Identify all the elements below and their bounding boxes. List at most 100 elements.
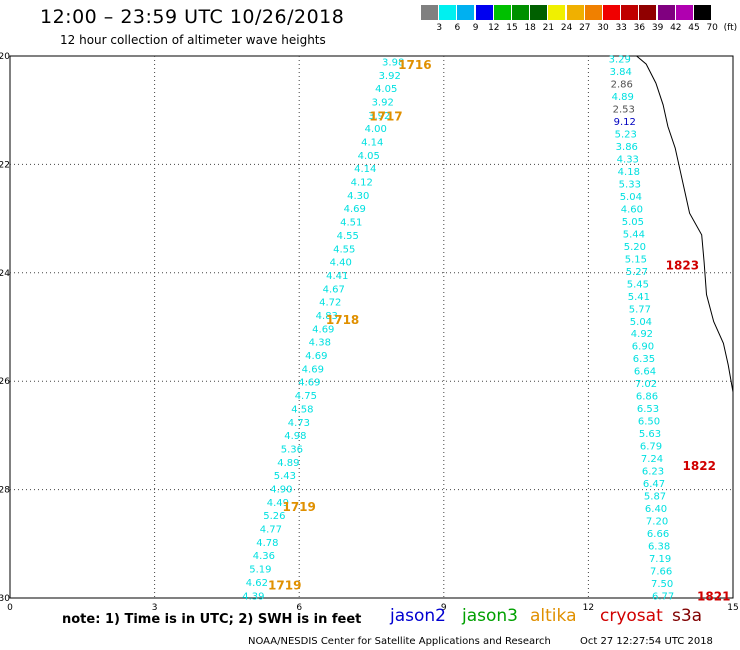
scale-swatch [457,5,476,20]
scale-label: 39 [651,23,664,33]
wave-height-value: 6.64 [634,367,656,378]
wave-height-value: 7.20 [646,516,668,527]
pass-time-label: 1719 [268,578,301,592]
scale-label: 45 [688,23,700,33]
timestamp-text: Oct 27 12:27:54 UTC 2018 [580,636,713,647]
scale-swatch [603,5,621,20]
wave-height-value: 4.41 [326,271,348,282]
scale-label: 36 [633,23,646,33]
scale-label: 24 [560,23,573,33]
wave-height-value: 4.40 [330,258,352,269]
wave-height-value: 2.86 [611,80,633,91]
scale-label: 27 [579,23,591,33]
wave-height-value: 4.38 [309,338,331,349]
wave-height-value: 4.83 [316,311,338,322]
pass-time-label: 1821 [697,589,730,603]
wave-height-value: 4.89 [277,458,299,469]
wave-height-value: 4.77 [260,525,282,536]
wave-height-value: 6.77 [652,591,674,602]
wave-height-value: 5.41 [628,292,650,303]
wave-height-value: 4.55 [333,244,355,255]
scale-swatch [475,5,494,20]
wave-height-value: 5.44 [623,229,645,240]
scale-swatch [584,5,603,20]
scale-swatch [694,5,712,20]
wave-height-value: 4.69 [305,351,327,362]
x-tick-label: 6 [296,603,302,613]
wave-height-value: 3.92 [368,111,390,122]
scale-label: 30 [597,23,609,33]
wave-height-value: 4.60 [621,204,643,215]
satellite-legend-item: jason3 [462,606,518,626]
wave-height-value: 5.20 [624,242,646,253]
scale-swatch [439,5,458,20]
wave-height-value: 4.69 [312,324,334,335]
wave-height-value: 7.66 [650,566,672,577]
wave-height-value: 4.12 [351,178,373,189]
wave-height-value: 4.14 [361,138,383,149]
scale-swatch [530,5,549,20]
y-tick-label: -24 [0,269,10,279]
y-tick-label: -20 [0,52,10,62]
wave-height-value: 4.49 [267,498,289,509]
wave-height-value: 4.36 [253,551,275,562]
map-title: 12:00 – 23:59 UTC 10/26/2018 [40,6,345,28]
footer-note: note: 1) Time is in UTC; 2) SWH is in fe… [62,612,362,627]
wave-height-value: 5.33 [619,179,641,190]
scale-swatch [421,5,439,20]
wave-height-value: 6.47 [643,479,665,490]
scale-label: 3 [436,23,443,33]
wave-height-value: 4.05 [358,151,380,162]
wave-height-value: 5.19 [249,565,271,576]
wave-height-value: 4.73 [288,418,310,429]
scale-swatch [639,5,658,20]
wave-height-value: 5.87 [644,491,666,502]
wave-height-value: 5.27 [626,267,648,278]
wave-height-value: 4.67 [323,284,345,295]
wave-height-value: 4.98 [284,431,306,442]
scale-swatch [493,5,512,20]
scale-swatch [621,5,640,20]
coastline [636,55,734,403]
wave-height-value: 6.86 [636,392,658,403]
pass-time-label: 1717 [369,110,402,124]
scale-label: 33 [615,23,627,33]
x-tick-label: 0 [7,603,13,613]
y-tick-label: -22 [0,160,10,170]
wave-height-value: 4.69 [298,378,320,389]
scale-label: 9 [472,23,479,33]
credit-text: NOAA/NESDIS Center for Satellite Applica… [248,636,551,647]
wave-height-value: 4.30 [347,191,369,202]
scale-swatch [675,5,694,20]
wave-height-value: 4.05 [375,84,397,95]
pass-time-label: 1823 [666,259,699,273]
y-tick-label: -28 [0,486,10,496]
wave-height-value: 3.29 [609,55,631,66]
wave-height-value: 4.89 [612,92,634,103]
wave-height-value: 6.23 [642,467,664,478]
wave-height-value: 6.79 [640,442,662,453]
wave-height-value: 4.18 [618,167,640,178]
satellite-legend-item: s3a [672,606,703,626]
wave-height-value: 7.19 [649,554,671,565]
wave-height-value: 6.40 [645,504,667,515]
wave-height-value: 4.72 [319,298,341,309]
wave-height-value: 6.35 [633,354,655,365]
pass-time-label: 1716 [398,58,431,72]
wave-height-value: 5.63 [639,429,661,440]
wave-height-value: 4.14 [354,164,376,175]
scale-label: 18 [524,23,536,33]
wave-height-value: 6.66 [647,529,669,540]
satellite-legend-item: jason2 [390,606,446,626]
scale-label: 21 [542,23,555,33]
wave-height-value: 5.43 [274,471,296,482]
wave-height-value: 4.33 [617,155,639,166]
scale-label: 15 [506,23,518,33]
wave-height-value: 4.90 [270,485,292,496]
wave-height-value: 4.62 [246,578,268,589]
wave-height-value: 5.45 [627,279,649,290]
wave-height-value: 9.12 [614,117,636,128]
map-subtitle: 12 hour collection of altimeter wave hei… [60,33,326,47]
scale-label: (ft) [723,23,738,33]
